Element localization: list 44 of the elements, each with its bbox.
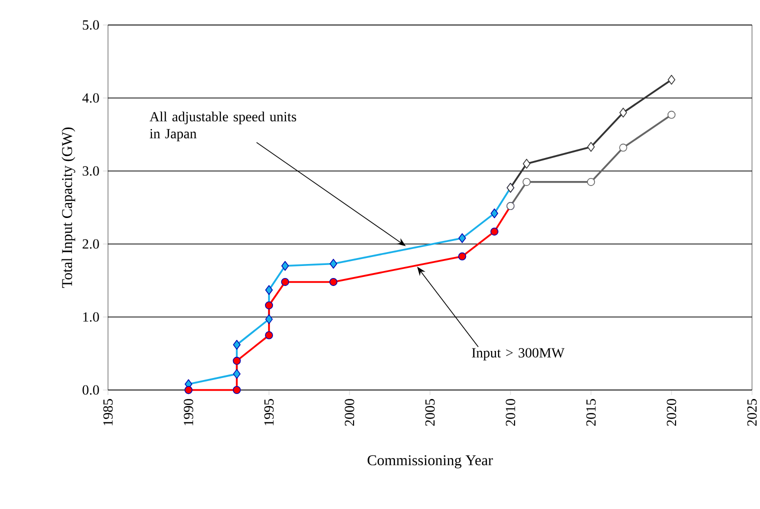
point xyxy=(329,278,338,286)
point xyxy=(522,178,531,186)
point xyxy=(490,208,498,218)
point xyxy=(490,228,498,236)
annotation: Input > 300MW xyxy=(472,348,565,360)
y-tick-label: 3.0 xyxy=(82,166,99,176)
point xyxy=(265,301,273,310)
x-axis-title: Commissioning Year xyxy=(368,455,493,468)
point xyxy=(265,331,273,340)
point xyxy=(668,74,676,85)
x-tick-label: 2020 xyxy=(666,399,676,426)
x-tick-label: 2000 xyxy=(344,399,354,426)
point xyxy=(619,108,627,118)
x-tick-label: 2010 xyxy=(506,399,516,426)
y-tick-label: 2.0 xyxy=(82,239,99,249)
x-tick-label: 1985 xyxy=(103,399,113,426)
x-tick-label: 1995 xyxy=(264,399,274,426)
point xyxy=(587,142,595,152)
point xyxy=(668,110,676,119)
x-tick-label: 2005 xyxy=(425,399,435,426)
point xyxy=(232,356,241,365)
x-tick-label: 1990 xyxy=(184,399,194,426)
point xyxy=(184,386,192,394)
point xyxy=(619,144,628,152)
point xyxy=(281,278,290,286)
point xyxy=(233,340,241,350)
y-tick-label: 4.0 xyxy=(82,93,99,103)
point xyxy=(281,261,289,271)
point xyxy=(587,178,596,186)
x-tick-label: 2015 xyxy=(586,399,596,426)
point xyxy=(265,285,273,295)
point xyxy=(458,252,466,260)
y-tick-label: 5.0 xyxy=(82,20,99,30)
point xyxy=(522,158,530,169)
y-tick-label: 0.0 xyxy=(82,385,99,395)
y-tick-label: 1.0 xyxy=(83,312,99,322)
point xyxy=(330,258,338,269)
point xyxy=(458,233,466,244)
annotation: All adjustable speed units in Japan xyxy=(150,112,296,142)
y-axis-title: Total Input Capacity (GW) xyxy=(62,128,76,288)
point xyxy=(265,314,273,324)
point xyxy=(232,386,241,394)
x-tick-label: 2025 xyxy=(747,399,757,426)
point xyxy=(233,369,241,379)
